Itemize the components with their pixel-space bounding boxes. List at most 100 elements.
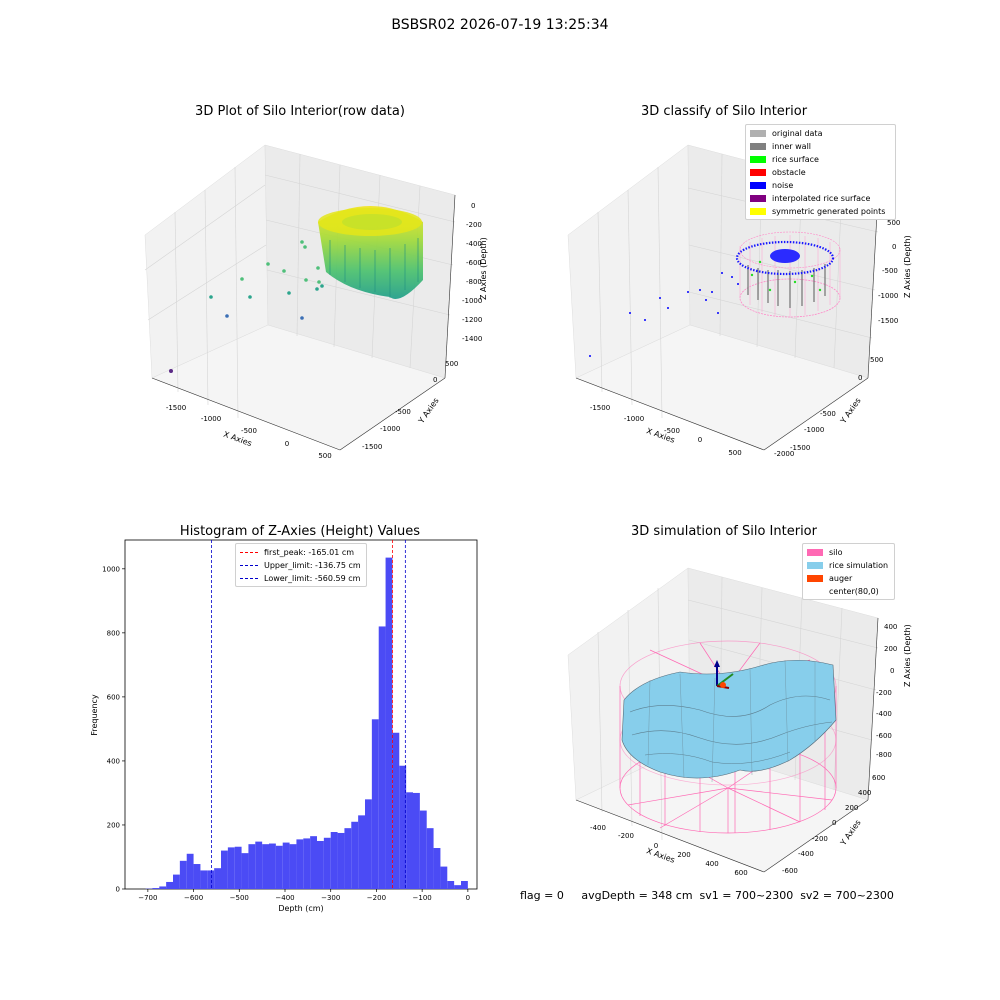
histogram-bar: [378, 626, 386, 889]
svg-text:-400: -400: [876, 710, 892, 718]
svg-text:-1500: -1500: [166, 404, 186, 412]
simulation-legend: silo rice simulation auger center(80,0): [802, 543, 895, 600]
legend-item: symmetric generated points: [750, 205, 890, 218]
legend-label: first_peak: -165.01 cm: [264, 548, 355, 557]
histogram-bar: [166, 881, 173, 889]
histogram-bar: [317, 840, 324, 889]
legend-swatch: [807, 575, 823, 582]
classify-plot-title: 3D classify of Silo Interior: [640, 104, 808, 119]
svg-text:-1400: -1400: [462, 335, 482, 343]
svg-text:400: 400: [858, 789, 871, 797]
x-tick-label: −700: [138, 894, 157, 902]
svg-text:200: 200: [845, 804, 858, 812]
svg-text:500: 500: [728, 449, 741, 457]
histogram-bar: [193, 864, 201, 889]
legend-item: noise: [750, 179, 890, 192]
classify-z-label: Z Axies (Depth): [903, 235, 912, 298]
simulation-x-label: X Axies: [645, 846, 676, 865]
histogram-bar: [310, 836, 317, 889]
histogram-bar: [221, 850, 228, 889]
y-tick-label: 400: [107, 757, 120, 765]
histogram-bar: [406, 792, 413, 889]
histogram-bar: [330, 832, 338, 889]
histogram-bar: [282, 842, 290, 889]
legend-label: inner wall: [772, 142, 812, 151]
legend-item: Upper_limit: -136.75 cm: [240, 559, 361, 572]
histogram-bar: [289, 844, 297, 889]
histogram-bar: [461, 880, 468, 889]
simulation-z-ticks: 400 200 0 -200 -400 -600 -800: [876, 623, 897, 759]
histogram-bar: [152, 888, 160, 889]
histogram-bar: [262, 844, 269, 889]
svg-text:-800: -800: [876, 751, 892, 759]
svg-text:-1500: -1500: [362, 443, 382, 451]
legend-item: center(80,0): [807, 585, 889, 598]
histogram-bar: [365, 799, 372, 889]
legend-label: rice simulation: [829, 561, 889, 570]
legend-item: Lower_limit: -560.59 cm: [240, 572, 361, 585]
legend-label: noise: [772, 181, 794, 190]
raw-plot-title: 3D Plot of Silo Interior(row data): [195, 104, 405, 119]
histogram-bar: [351, 821, 359, 889]
legend-label: original data: [772, 129, 823, 138]
histogram-bar: [413, 792, 420, 889]
legend-label: interpolated rice surface: [772, 194, 871, 203]
classify-y-ticks: 500 0 -500 -1000 -1500 -2000: [774, 356, 883, 458]
legend-label: symmetric generated points: [772, 207, 886, 216]
simulation-y-ticks: 600 400 200 0 -200 -400 -600: [782, 774, 885, 875]
y-tick-label: 0: [116, 886, 120, 894]
histogram-x-ticks: −700 −600 −500 −400 −300 −200 −100 0: [138, 889, 470, 902]
histogram-y-ticks: 0 200 400 600 800 1000: [102, 565, 125, 894]
svg-text:-1000: -1000: [804, 426, 824, 434]
legend-item: rice simulation: [807, 559, 889, 572]
histogram-x-label: Depth (cm): [278, 904, 323, 913]
y-tick-label: 200: [107, 821, 120, 829]
histogram-bar: [186, 853, 194, 889]
svg-text:0: 0: [285, 440, 289, 448]
legend-item: silo: [807, 546, 889, 559]
legend-swatch: [807, 588, 823, 595]
raw-y-label: Y Axies: [416, 396, 441, 426]
svg-text:-200: -200: [812, 835, 828, 843]
svg-text:-500: -500: [395, 408, 411, 416]
svg-text:0: 0: [892, 243, 896, 251]
histogram-bar: [447, 880, 455, 889]
histogram-reference-lines: [211, 540, 406, 889]
svg-text:-500: -500: [664, 427, 680, 435]
svg-text:-1500: -1500: [790, 444, 810, 452]
classify-y-label: Y Axies: [838, 396, 863, 426]
figure-title: BSBSR02 2026-07-19 13:25:34: [391, 17, 609, 33]
legend-swatch: [807, 549, 823, 556]
svg-text:-400: -400: [590, 824, 606, 832]
svg-text:-1500: -1500: [878, 317, 898, 325]
svg-text:500: 500: [870, 356, 883, 364]
legend-line: [240, 552, 258, 553]
legend-item: original data: [750, 127, 890, 140]
classify-z-ticks: 500 0 -500 -1000 -1500: [878, 219, 900, 325]
svg-text:-200: -200: [876, 689, 892, 697]
histogram-bar: [255, 841, 263, 889]
histogram-bar: [323, 837, 331, 889]
svg-text:-2000: -2000: [774, 450, 794, 458]
svg-text:-1500: -1500: [590, 404, 610, 412]
svg-text:-1000: -1000: [462, 297, 482, 305]
histogram-legend: first_peak: -165.01 cm Upper_limit: -136…: [235, 543, 367, 587]
histogram-bar: [440, 866, 448, 889]
svg-text:-1200: -1200: [462, 316, 482, 324]
legend-swatch: [750, 143, 766, 150]
histogram-bar: [227, 847, 235, 889]
histogram-bar: [371, 719, 379, 889]
raw-point-cloud: [169, 206, 423, 373]
svg-text:600: 600: [872, 774, 885, 782]
raw-3d-axes: [144, 144, 456, 451]
svg-text:-600: -600: [466, 259, 482, 267]
legend-label: center(80,0): [829, 587, 879, 596]
simulation-x-ticks: -400 -200 0 200 400 600: [590, 824, 748, 877]
simulation-rice-surface: [621, 659, 837, 783]
histogram-bar: [454, 885, 461, 889]
histogram-bar: [159, 886, 167, 889]
legend-label: silo: [829, 548, 843, 557]
histogram-bar: [392, 732, 400, 889]
svg-text:-500: -500: [882, 267, 898, 275]
histogram-bar: [303, 838, 311, 889]
